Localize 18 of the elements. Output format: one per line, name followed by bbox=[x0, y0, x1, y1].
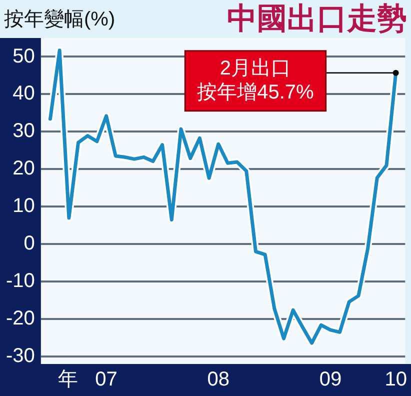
x-tick-label: 07 bbox=[95, 368, 118, 391]
y-tick-label: 10 bbox=[12, 195, 35, 218]
y-tick-label: -30 bbox=[6, 345, 35, 368]
y-tick-label: 40 bbox=[12, 82, 35, 105]
x-tick-label: 08 bbox=[207, 368, 230, 391]
y-tick-label: 20 bbox=[12, 158, 35, 180]
chart-title: 中國出口走勢 bbox=[227, 2, 407, 36]
y-tick-label: 0 bbox=[24, 232, 35, 255]
x-tick-label: 09 bbox=[319, 368, 342, 391]
annotation: 2月出口 bbox=[220, 57, 292, 80]
y-tick-label: 30 bbox=[12, 120, 35, 142]
x-axis-title: 年 bbox=[58, 368, 78, 391]
y-tick-label: -20 bbox=[6, 308, 35, 330]
y-tick-label: 50 bbox=[12, 45, 35, 68]
annotation: 按年增45.7% bbox=[197, 81, 314, 104]
x-tick-label: 10 bbox=[384, 368, 407, 391]
y-axis-title: 按年變幅(%) bbox=[4, 8, 116, 31]
y-tick-label: -10 bbox=[6, 270, 35, 292]
